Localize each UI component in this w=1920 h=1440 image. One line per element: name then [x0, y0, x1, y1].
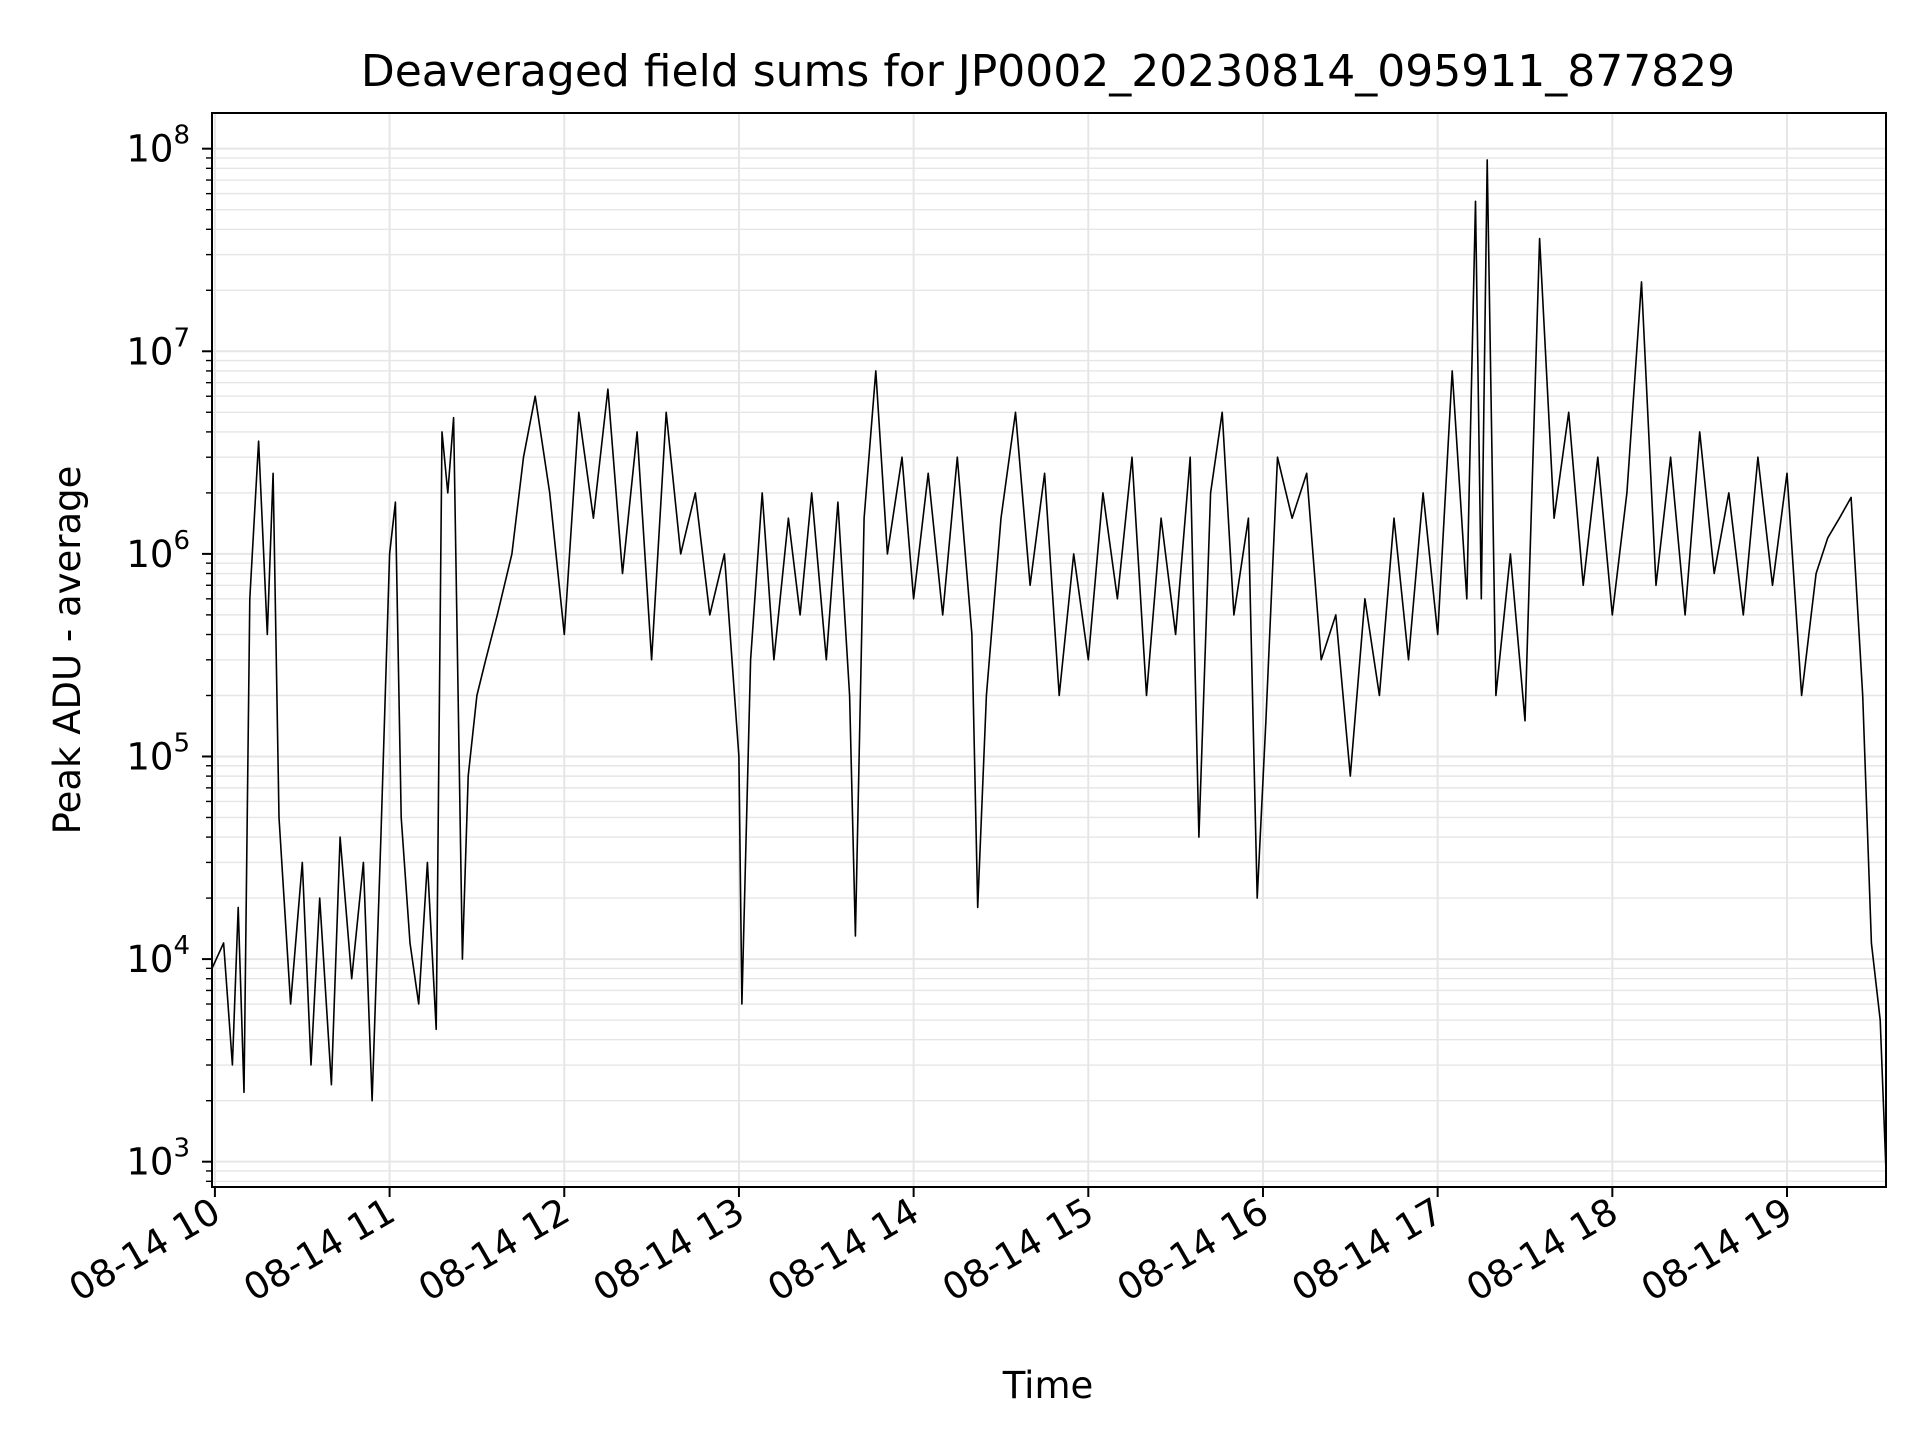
y-tick-label: 108 — [126, 121, 190, 171]
y-tick-exponent: 3 — [173, 1134, 190, 1164]
plot-frame — [211, 112, 1887, 1188]
y-tick-label: 106 — [126, 526, 190, 576]
y-tick-label: 103 — [126, 1134, 190, 1184]
y-tick-base: 10 — [126, 938, 173, 981]
y-tick-base: 10 — [126, 128, 173, 171]
y-tick-base: 10 — [126, 735, 173, 778]
y-axis-label: Peak ADU - average — [46, 466, 89, 835]
y-tick-exponent: 6 — [173, 526, 190, 556]
y-tick-exponent: 7 — [173, 323, 190, 353]
y-tick-exponent: 4 — [173, 931, 190, 961]
y-tick-exponent: 5 — [173, 728, 190, 758]
x-axis-label: Time — [1002, 1364, 1094, 1407]
chart-title: Deaveraged field sums for JP0002_2023081… — [361, 46, 1735, 97]
y-tick-base: 10 — [126, 533, 173, 576]
y-tick-base: 10 — [126, 330, 173, 373]
grid — [212, 113, 1886, 1187]
y-tick-exponent: 8 — [173, 121, 190, 151]
y-tick-label: 105 — [126, 728, 190, 778]
series-line — [211, 159, 1887, 1172]
series-group — [211, 159, 1887, 1172]
y-tick-label: 107 — [126, 323, 190, 373]
y-tick-label: 104 — [126, 931, 190, 981]
y-tick-base: 10 — [126, 1141, 173, 1184]
